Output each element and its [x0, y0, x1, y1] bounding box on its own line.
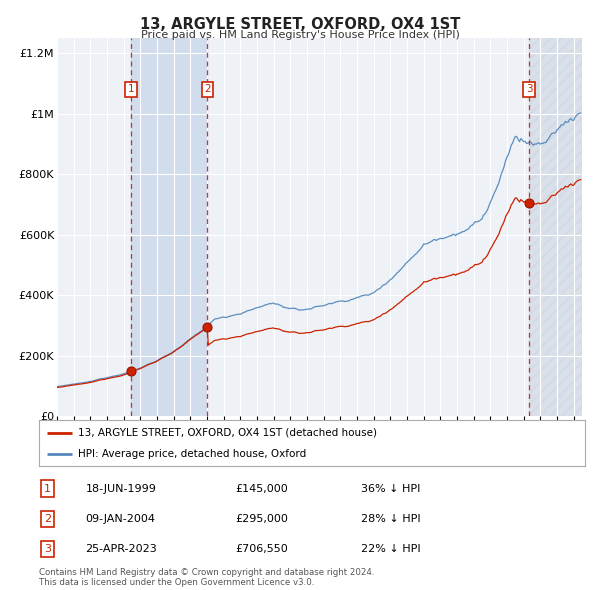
Text: 2: 2 [204, 84, 211, 94]
Text: HPI: Average price, detached house, Oxford: HPI: Average price, detached house, Oxfo… [79, 449, 307, 459]
Text: 3: 3 [44, 544, 50, 554]
Text: 1: 1 [128, 84, 134, 94]
Text: 2: 2 [44, 514, 51, 524]
Text: 22% ↓ HPI: 22% ↓ HPI [361, 544, 421, 554]
Text: 25-APR-2023: 25-APR-2023 [85, 544, 157, 554]
Text: 13, ARGYLE STREET, OXFORD, OX4 1ST: 13, ARGYLE STREET, OXFORD, OX4 1ST [140, 17, 460, 31]
Text: Price paid vs. HM Land Registry's House Price Index (HPI): Price paid vs. HM Land Registry's House … [140, 30, 460, 40]
Text: 09-JAN-2004: 09-JAN-2004 [85, 514, 155, 524]
Text: 28% ↓ HPI: 28% ↓ HPI [361, 514, 421, 524]
Text: 18-JUN-1999: 18-JUN-1999 [85, 484, 156, 493]
Text: 36% ↓ HPI: 36% ↓ HPI [361, 484, 421, 493]
Text: £706,550: £706,550 [236, 544, 289, 554]
Text: £145,000: £145,000 [236, 484, 289, 493]
Bar [529, 38, 582, 416]
Text: 13, ARGYLE STREET, OXFORD, OX4 1ST (detached house): 13, ARGYLE STREET, OXFORD, OX4 1ST (deta… [79, 428, 377, 438]
Text: 1: 1 [44, 484, 50, 493]
Text: 3: 3 [526, 84, 532, 94]
Bar [131, 38, 208, 416]
Text: Contains HM Land Registry data © Crown copyright and database right 2024.
This d: Contains HM Land Registry data © Crown c… [39, 568, 374, 587]
Text: £295,000: £295,000 [236, 514, 289, 524]
